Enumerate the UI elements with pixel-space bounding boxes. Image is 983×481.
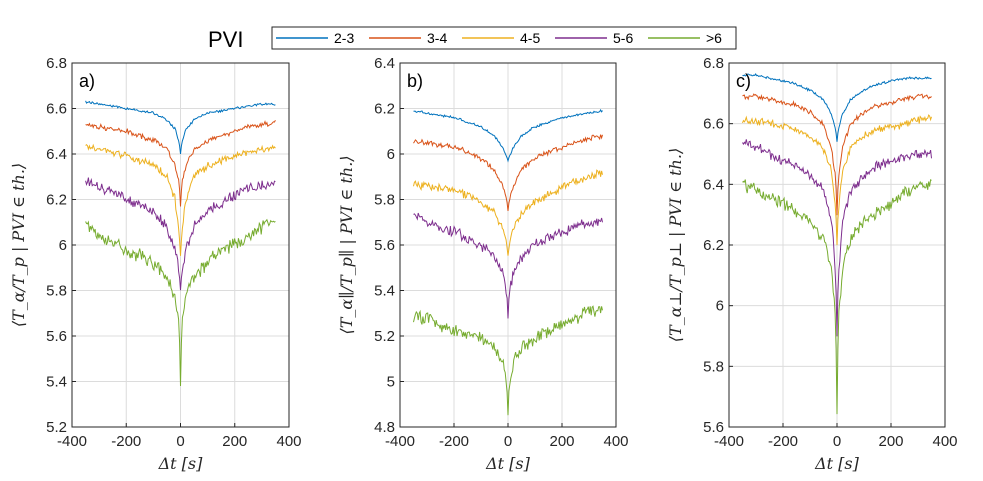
y-tick-label: 6.2 bbox=[374, 101, 395, 118]
y-tick-label: 5.6 bbox=[374, 237, 395, 254]
y-tick-label: 5.8 bbox=[703, 358, 724, 375]
series-line bbox=[413, 108, 603, 163]
y-tick-label: 5.8 bbox=[374, 192, 395, 209]
x-tick-label: -400 bbox=[714, 433, 744, 450]
x-tick-label: 0 bbox=[833, 433, 841, 450]
panel-label: b) bbox=[407, 71, 423, 91]
series-line bbox=[85, 119, 276, 207]
legend: 2-3 3-4 4-5 5-6 >6 bbox=[276, 30, 722, 46]
y-tick-label: 5 bbox=[387, 374, 395, 391]
x-tick-label: -400 bbox=[57, 433, 87, 450]
x-tick-label: -200 bbox=[768, 433, 798, 450]
x-tick-label: 0 bbox=[504, 433, 512, 450]
legend-label: 5-6 bbox=[613, 30, 633, 46]
x-tick-label: -200 bbox=[111, 433, 141, 450]
y-tick-label: 6.2 bbox=[703, 237, 724, 254]
y-tick-label: 5.6 bbox=[46, 328, 67, 345]
series-line bbox=[85, 143, 276, 256]
y-tick-label: 5.2 bbox=[374, 328, 395, 345]
chart-panel: -400 -200 0 200 400 4.8 5 5.2 5.4 5.6 5.8 6 6.2 6.4 b)… bbox=[337, 55, 629, 473]
y-tick-label: 6.8 bbox=[46, 55, 67, 72]
y-tick-label: 5.8 bbox=[46, 283, 67, 300]
y-tick-label: 5.6 bbox=[703, 419, 724, 436]
y-tick-label: 5.2 bbox=[46, 419, 67, 436]
x-tick-label: 200 bbox=[222, 433, 247, 450]
chart-panel: -400 -200 0 200 400 5.2 5.4 5.6 5.8 6 6.2 6.4 6.6 6.8… bbox=[9, 55, 302, 473]
y-tick-label: 6 bbox=[59, 237, 67, 254]
panel-label: c) bbox=[736, 71, 751, 91]
y-axis-label: ⟨T_α∥/T_p∥ | PVI ∈ th.⟩ bbox=[337, 155, 356, 334]
series-line bbox=[85, 218, 276, 387]
series-line bbox=[413, 305, 603, 416]
x-axis-label: Δt [s] bbox=[485, 454, 531, 473]
x-tick-label: 200 bbox=[878, 433, 903, 450]
x-axis-label: Δt [s] bbox=[158, 454, 204, 473]
panel-label: a) bbox=[79, 71, 95, 91]
y-tick-label: 5.4 bbox=[46, 374, 67, 391]
legend-label: 2-3 bbox=[334, 30, 354, 46]
series-line bbox=[742, 139, 932, 337]
y-tick-label: 4.8 bbox=[374, 419, 395, 436]
series-line bbox=[742, 73, 932, 142]
series-line bbox=[742, 93, 932, 216]
y-tick-label: 6.4 bbox=[374, 55, 395, 72]
y-axis-label: ⟨T_α⊥/T_p⊥ | PVI ∈ th.⟩ bbox=[666, 148, 685, 342]
series-line bbox=[85, 100, 276, 155]
series-line bbox=[85, 177, 276, 291]
y-tick-label: 6.6 bbox=[703, 116, 724, 133]
x-tick-label: -200 bbox=[439, 433, 469, 450]
series-line bbox=[742, 178, 932, 415]
x-tick-label: 0 bbox=[176, 433, 184, 450]
y-tick-label: 6 bbox=[387, 146, 395, 163]
series-line bbox=[413, 134, 603, 211]
x-tick-label: 400 bbox=[603, 433, 628, 450]
legend-title: PVI bbox=[208, 27, 243, 52]
x-tick-label: 400 bbox=[932, 433, 957, 450]
x-axis-label: Δt [s] bbox=[814, 454, 860, 473]
y-tick-label: 6.4 bbox=[46, 146, 67, 163]
legend-label: >6 bbox=[706, 30, 722, 46]
legend-label: 3-4 bbox=[427, 30, 447, 46]
chart-panel: -400 -200 0 200 400 5.6 5.8 6 6.2 6.4 6.6 6.8 c) Δt [… bbox=[666, 55, 958, 473]
legend-label: 4-5 bbox=[520, 30, 540, 46]
series-line bbox=[742, 114, 932, 246]
y-tick-label: 5.4 bbox=[374, 283, 395, 300]
y-axis-label: ⟨T_α/T_p | PVI ∈ th.⟩ bbox=[9, 163, 28, 327]
y-tick-label: 6.4 bbox=[703, 176, 724, 193]
x-tick-label: 400 bbox=[276, 433, 301, 450]
series-line bbox=[413, 212, 603, 319]
y-tick-label: 6.2 bbox=[46, 192, 67, 209]
series-line bbox=[413, 169, 603, 256]
y-tick-label: 6 bbox=[716, 298, 724, 315]
chart-panels: -400 -200 0 200 400 5.2 5.4 5.6 5.8 6 6.2 6.4 6.6 6.8… bbox=[9, 55, 958, 473]
x-tick-label: 200 bbox=[549, 433, 574, 450]
x-tick-label: -400 bbox=[385, 433, 415, 450]
y-tick-label: 6.8 bbox=[703, 55, 724, 72]
y-tick-label: 6.6 bbox=[46, 101, 67, 118]
